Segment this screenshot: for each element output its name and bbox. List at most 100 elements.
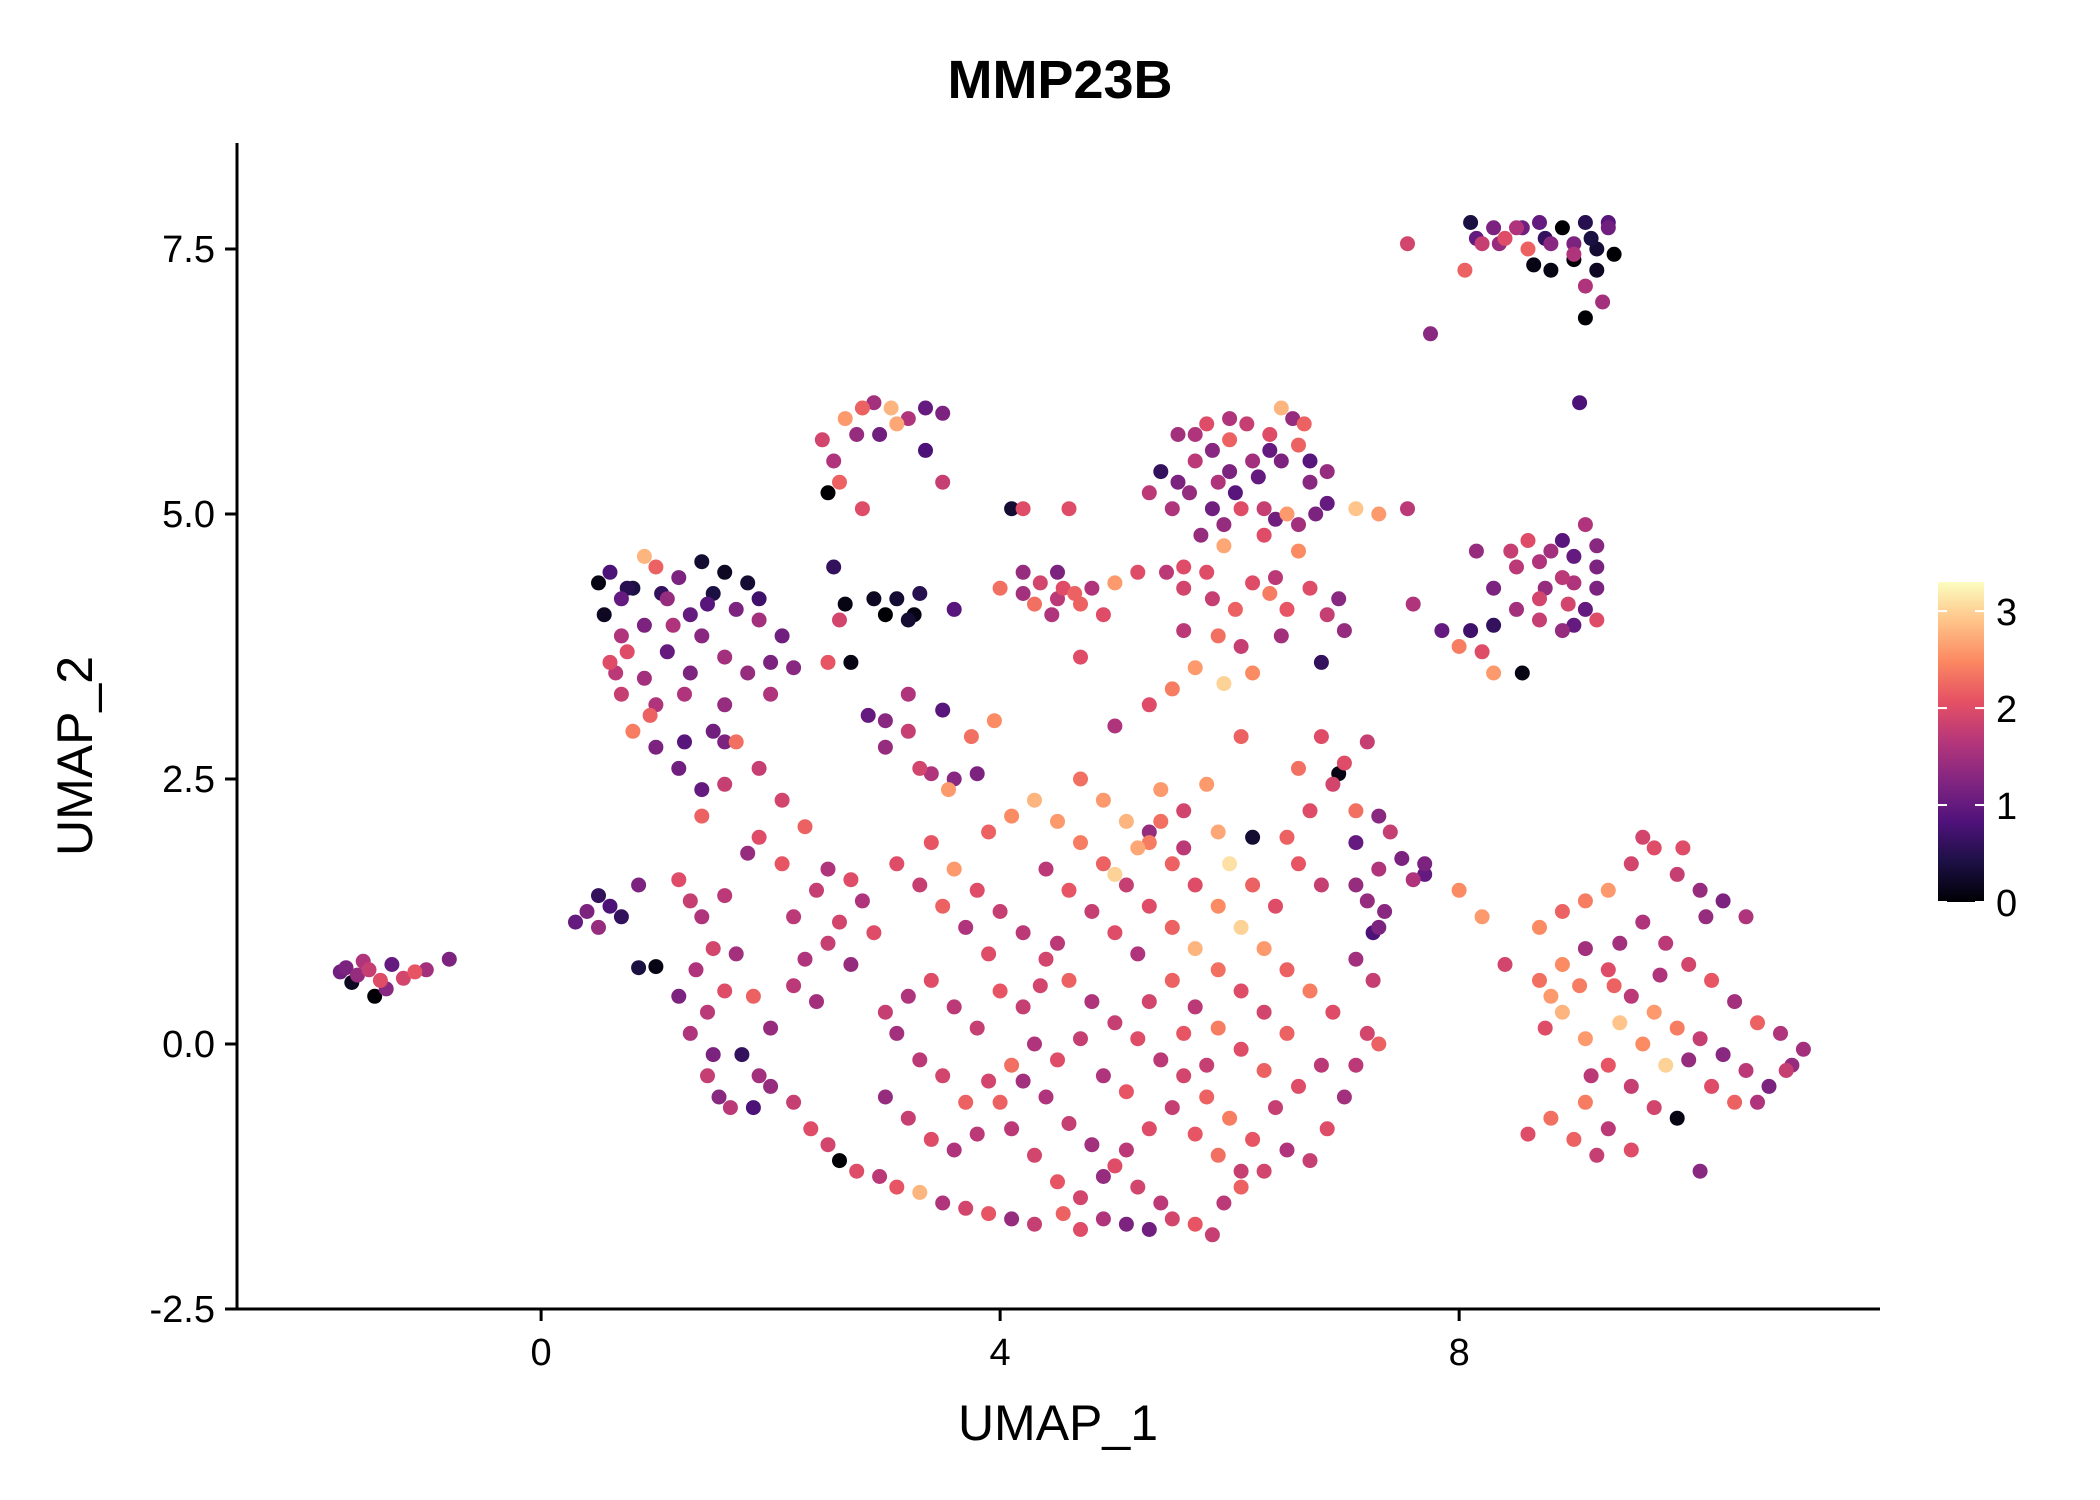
- data-point: [1348, 951, 1364, 967]
- data-point: [786, 978, 802, 994]
- data-point: [832, 1153, 847, 1169]
- data-point: [992, 580, 1008, 596]
- data-point: [1279, 962, 1295, 978]
- data-point: [1554, 570, 1570, 586]
- colorbar-tick-label: 2: [1996, 689, 2017, 731]
- data-point: [900, 723, 916, 739]
- data-point: [1204, 501, 1220, 517]
- data-point: [1348, 835, 1364, 851]
- data-point: [1692, 1031, 1708, 1047]
- data-point: [763, 686, 779, 702]
- y-tick-label: 7.5: [162, 229, 215, 271]
- data-point: [877, 1004, 893, 1020]
- data-point: [1073, 835, 1088, 851]
- data-point: [1164, 1100, 1180, 1116]
- data-point: [1153, 1052, 1169, 1068]
- data-point: [843, 872, 859, 888]
- data-point: [1761, 1078, 1777, 1094]
- data-point: [1675, 840, 1691, 856]
- data-point: [826, 453, 842, 469]
- data-point: [1365, 972, 1381, 988]
- data-point: [1486, 617, 1502, 633]
- data-point: [1199, 1057, 1215, 1073]
- data-point: [820, 935, 836, 951]
- data-point: [889, 416, 905, 432]
- data-point: [1468, 543, 1484, 559]
- data-point: [1302, 803, 1318, 819]
- data-point: [1245, 575, 1261, 591]
- data-point: [946, 601, 962, 617]
- data-point: [969, 882, 985, 898]
- data-point: [1543, 262, 1559, 278]
- data-point: [1061, 882, 1077, 898]
- data-point: [1520, 533, 1536, 548]
- data-point: [889, 1025, 905, 1041]
- data-point: [1348, 1057, 1364, 1073]
- data-point: [1486, 665, 1502, 681]
- data-point: [774, 856, 790, 872]
- data-point: [923, 835, 939, 851]
- data-point: [1210, 824, 1226, 840]
- data-point: [981, 1073, 997, 1089]
- data-point: [786, 909, 802, 925]
- data-point: [1623, 856, 1639, 872]
- data-point: [1583, 230, 1599, 246]
- data-point: [1635, 829, 1651, 845]
- data-point: [1084, 1137, 1100, 1153]
- data-point: [1073, 771, 1088, 787]
- data-point: [1107, 866, 1123, 882]
- data-point: [1606, 246, 1622, 262]
- data-point: [963, 729, 979, 745]
- data-point: [1268, 898, 1283, 914]
- data-point: [694, 554, 710, 570]
- data-point: [849, 1163, 865, 1179]
- data-point: [1176, 580, 1192, 596]
- data-point: [1061, 972, 1077, 988]
- data-point: [1262, 427, 1278, 442]
- data-point: [1543, 988, 1559, 1004]
- data-point: [1319, 495, 1335, 511]
- data-point: [1073, 649, 1088, 665]
- data-point: [1107, 1158, 1123, 1174]
- x-tick-label: 8: [1449, 1332, 1470, 1374]
- data-point: [1497, 230, 1513, 246]
- data-point: [1262, 586, 1278, 601]
- data-point: [1141, 835, 1157, 851]
- data-point: [883, 400, 899, 416]
- data-point: [1027, 1036, 1042, 1052]
- data-point: [367, 988, 383, 1004]
- data-point: [1589, 1147, 1605, 1163]
- data-point: [1245, 1131, 1261, 1147]
- chart-title: MMP23B: [947, 50, 1172, 110]
- data-point: [1348, 877, 1364, 893]
- data-point: [1371, 1036, 1387, 1052]
- data-point: [923, 972, 939, 988]
- data-point: [1204, 591, 1220, 607]
- data-point: [1738, 909, 1754, 925]
- data-point: [1199, 776, 1215, 792]
- data-point: [361, 962, 377, 978]
- data-point: [1589, 612, 1605, 628]
- data-point: [1503, 543, 1519, 559]
- data-point: [722, 1100, 738, 1116]
- data-point: [591, 575, 606, 591]
- data-point: [1130, 564, 1146, 580]
- data-point: [1325, 1004, 1341, 1020]
- data-point: [1532, 554, 1547, 570]
- data-point: [1532, 215, 1547, 230]
- data-point: [1256, 941, 1272, 957]
- data-point: [1589, 538, 1605, 554]
- data-point: [912, 586, 928, 601]
- data-point: [981, 1206, 997, 1222]
- colorbar-tick-label: 0: [1996, 883, 2017, 925]
- data-point: [1291, 1078, 1306, 1094]
- data-point: [1222, 464, 1238, 480]
- data-point: [671, 872, 687, 888]
- data-point: [1554, 533, 1570, 548]
- data-point: [1681, 957, 1697, 972]
- data-point: [1153, 464, 1169, 480]
- data-point: [1273, 628, 1289, 644]
- data-point: [1187, 1126, 1203, 1142]
- data-point: [1572, 395, 1588, 411]
- data-point: [774, 792, 790, 808]
